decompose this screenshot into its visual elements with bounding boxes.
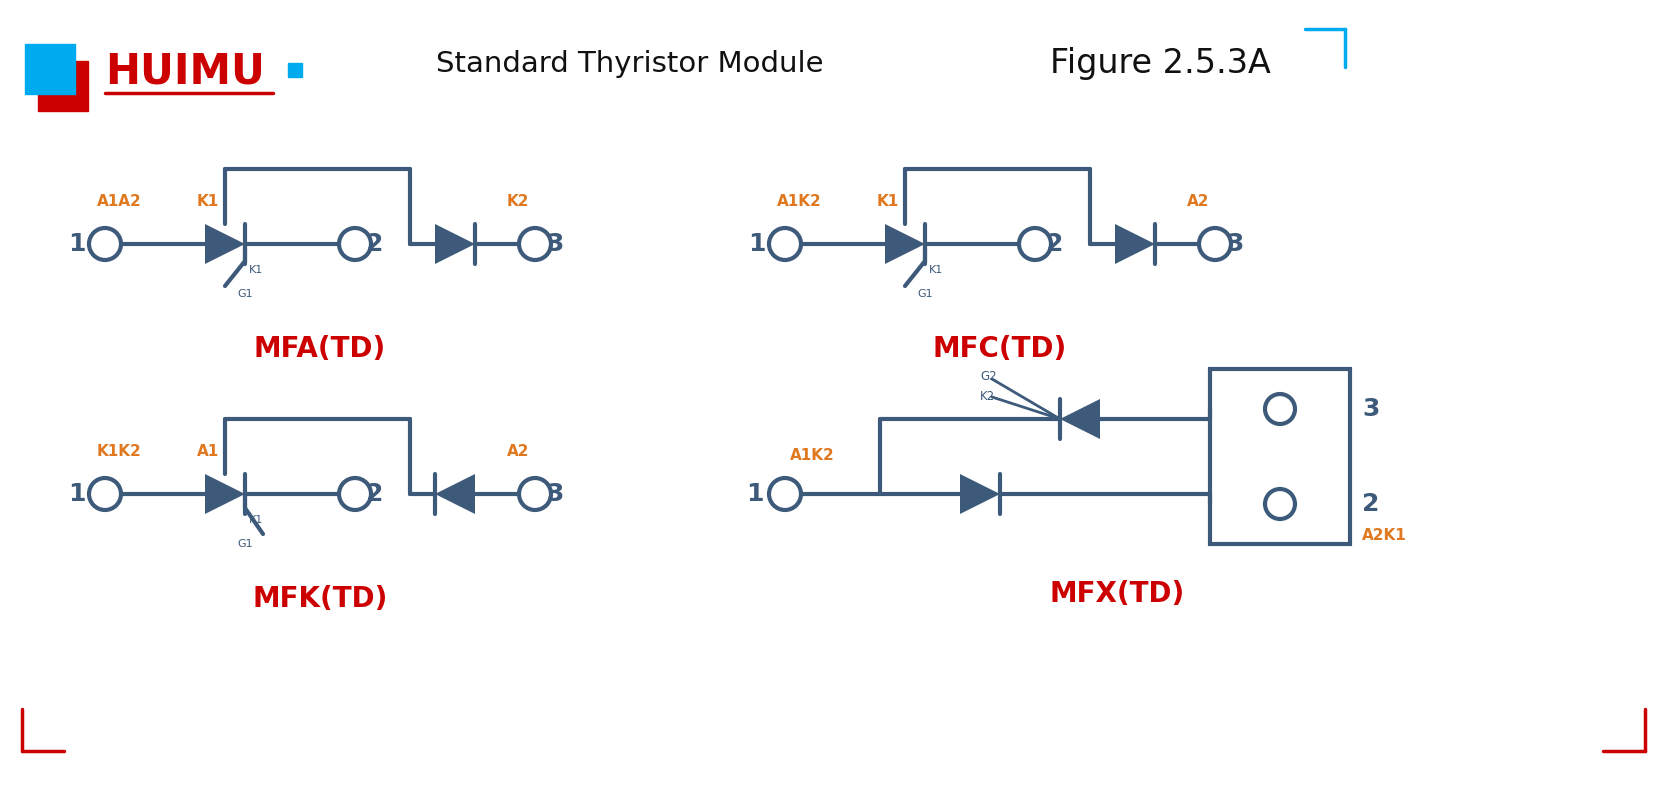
Text: 1: 1 bbox=[69, 482, 86, 506]
Text: K2: K2 bbox=[980, 391, 995, 403]
Polygon shape bbox=[884, 224, 925, 264]
Text: 1: 1 bbox=[69, 232, 86, 256]
Polygon shape bbox=[1114, 224, 1154, 264]
Text: A1A2: A1A2 bbox=[97, 194, 141, 209]
Text: K1: K1 bbox=[248, 515, 263, 525]
Text: 1: 1 bbox=[747, 482, 763, 506]
Text: 3: 3 bbox=[1227, 232, 1243, 256]
Polygon shape bbox=[205, 474, 245, 514]
Text: K2: K2 bbox=[507, 194, 530, 209]
Text: G1: G1 bbox=[237, 289, 253, 299]
Polygon shape bbox=[435, 474, 475, 514]
Text: A1: A1 bbox=[196, 444, 220, 459]
Text: MFA(TD): MFA(TD) bbox=[253, 335, 386, 363]
Polygon shape bbox=[205, 224, 245, 264]
Bar bbox=[1210, 369, 1351, 544]
Text: A2K1: A2K1 bbox=[1363, 528, 1406, 543]
Bar bbox=[25, 44, 76, 94]
Text: MFC(TD): MFC(TD) bbox=[933, 335, 1067, 363]
Text: MFX(TD): MFX(TD) bbox=[1050, 580, 1185, 608]
Text: A2: A2 bbox=[1186, 194, 1210, 209]
Text: HUIMU: HUIMU bbox=[106, 50, 265, 92]
Bar bbox=[39, 61, 87, 111]
Text: G1: G1 bbox=[916, 289, 933, 299]
Text: 2: 2 bbox=[366, 482, 384, 506]
Text: K1K2: K1K2 bbox=[97, 444, 141, 459]
Text: K1: K1 bbox=[878, 194, 899, 209]
Text: MFK(TD): MFK(TD) bbox=[252, 585, 388, 613]
Text: 3: 3 bbox=[547, 232, 564, 256]
Text: 2: 2 bbox=[1047, 232, 1064, 256]
Text: A1K2: A1K2 bbox=[790, 448, 834, 463]
Text: A1K2: A1K2 bbox=[777, 194, 822, 209]
Text: G2: G2 bbox=[980, 371, 997, 384]
Text: 2: 2 bbox=[1363, 492, 1379, 516]
Text: K1: K1 bbox=[930, 265, 943, 275]
Text: Standard Thyristor Module: Standard Thyristor Module bbox=[436, 50, 824, 78]
Text: 3: 3 bbox=[547, 482, 564, 506]
Text: 3: 3 bbox=[1363, 397, 1379, 421]
Text: 2: 2 bbox=[366, 232, 384, 256]
Text: 1: 1 bbox=[748, 232, 765, 256]
Bar bbox=[289, 63, 302, 77]
Text: G1: G1 bbox=[237, 539, 253, 549]
Text: A2: A2 bbox=[507, 444, 530, 459]
Text: K1: K1 bbox=[248, 265, 263, 275]
Text: K1: K1 bbox=[196, 194, 220, 209]
Polygon shape bbox=[1060, 399, 1101, 439]
Text: Figure 2.5.3A: Figure 2.5.3A bbox=[1049, 47, 1270, 81]
Polygon shape bbox=[435, 224, 475, 264]
Polygon shape bbox=[960, 474, 1000, 514]
